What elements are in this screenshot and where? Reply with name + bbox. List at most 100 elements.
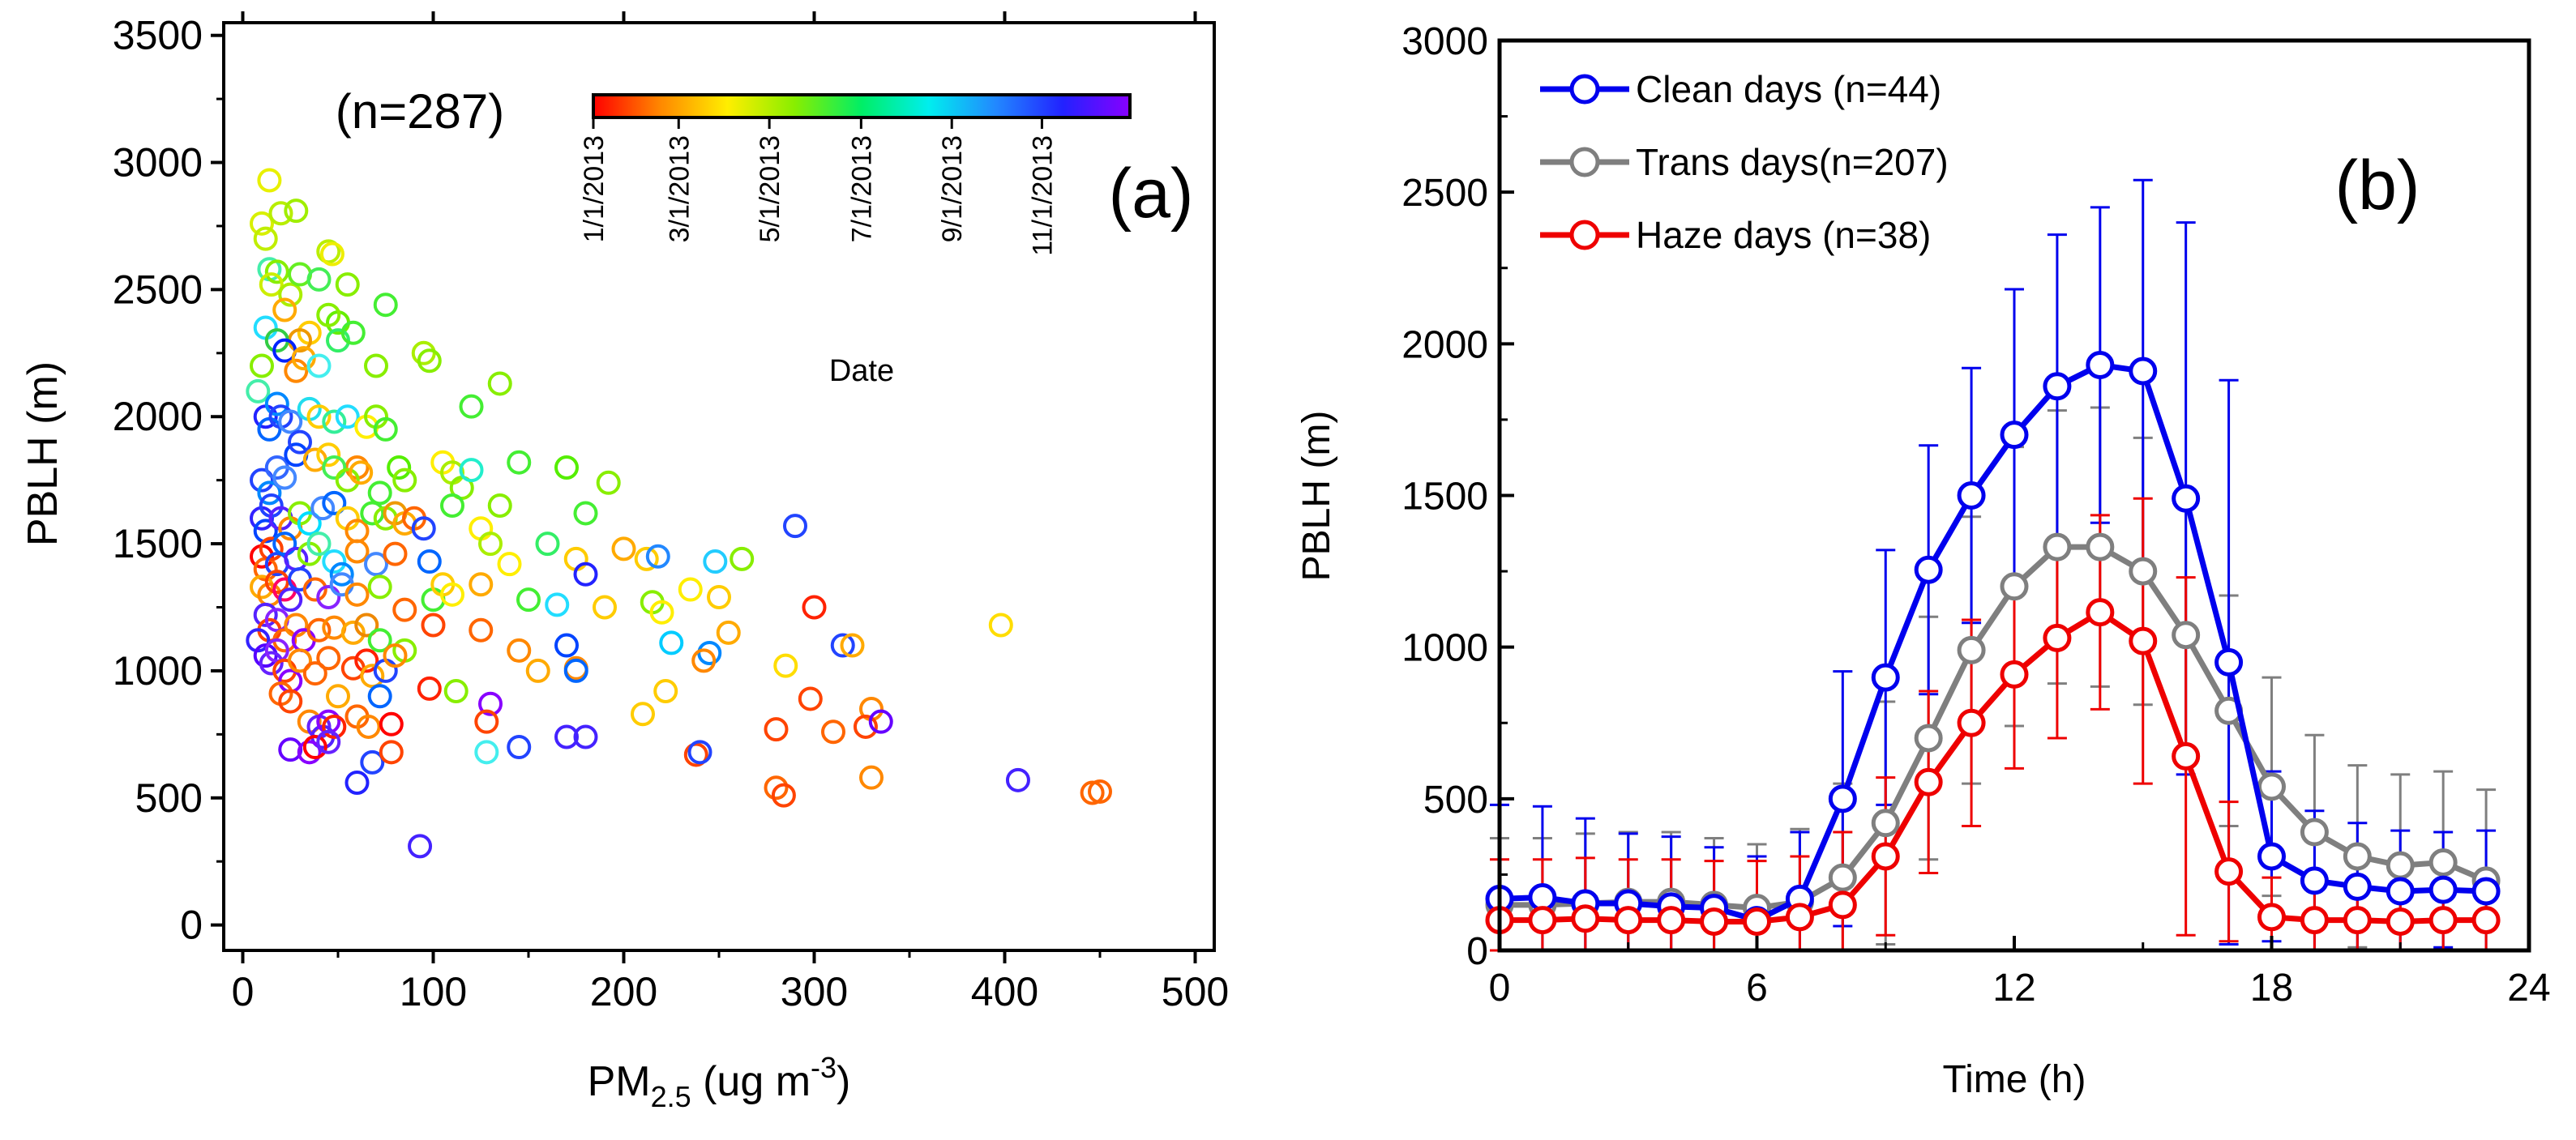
y-tick-label: 1500 (113, 521, 203, 566)
colorbar-tick-label: 1/1/2013 (579, 135, 610, 242)
scatter-point (487, 371, 512, 396)
scatter-point (417, 676, 442, 701)
series-marker (1914, 555, 1943, 584)
scatter-point (707, 584, 731, 609)
panel-a-scatter: 0 500 1000 1500 2000 2500 3000 3500 0 100 200 300 4… (19, 11, 1229, 1113)
series-marker (2257, 903, 2286, 932)
legend-marker (1569, 74, 1600, 105)
y-tick-label: 500 (135, 775, 203, 821)
scatter-point (516, 587, 541, 613)
scatter-point (478, 691, 503, 716)
scatter-point (329, 561, 354, 587)
series-marker (2386, 907, 2415, 936)
scatter-point (653, 679, 678, 704)
y-tick-label: 500 (1423, 779, 1488, 822)
series-marker (2343, 906, 2372, 935)
scatter-point (859, 765, 884, 790)
scatter-point (253, 602, 278, 627)
scatter-point (379, 740, 404, 765)
series-marker (2000, 572, 2029, 601)
scatter-point (469, 572, 494, 597)
scatter-point (250, 353, 274, 378)
scatter-point (259, 272, 284, 297)
scatter-point (278, 587, 303, 613)
scatter-point (573, 561, 598, 587)
scatter-point (278, 737, 303, 762)
colorbar-ticks: 1/1/2013 3/1/2013 5/1/2013 7/1/2013 9/1/2013… (579, 117, 1058, 256)
scatter-point (593, 595, 617, 620)
colorbar-tick-label: 3/1/2013 (664, 135, 695, 242)
scatter-point (596, 470, 621, 495)
scatter-point (344, 582, 370, 607)
scatter-point (443, 679, 469, 704)
scatter-point (259, 536, 284, 561)
scatter-point (349, 460, 374, 485)
series-marker (2428, 848, 2458, 877)
series-marker (2043, 623, 2072, 652)
scatter-point (367, 574, 392, 600)
scatter-point (392, 468, 417, 493)
scatter-point (440, 493, 464, 519)
scatter-point (288, 648, 312, 673)
x-tick-label: 0 (1489, 967, 1511, 1010)
series-marker (1528, 906, 1557, 935)
series-marker (2086, 598, 2115, 627)
colorbar-tick-label: 7/1/2013 (846, 135, 877, 242)
scatter-point (335, 272, 360, 297)
series-marker (1914, 767, 1943, 796)
series-marker (2172, 621, 2201, 650)
scatter-point (840, 633, 865, 658)
scatter-point (272, 532, 297, 557)
scatter-point (634, 546, 659, 571)
scatter-point (278, 282, 303, 307)
scatter-point (326, 684, 350, 709)
scatter-point (316, 442, 341, 468)
scatter-point (288, 429, 312, 455)
scatter-point (306, 267, 332, 292)
scatter-point (487, 493, 512, 519)
scatter-point (316, 239, 341, 264)
scatter-point (497, 552, 522, 577)
scatter-point (264, 570, 289, 595)
scatter-point (573, 724, 598, 749)
scatter-point (297, 510, 322, 536)
scatter-point (257, 480, 282, 506)
panel-a-xlabel: PM2.5 (ug m-3) (588, 1051, 851, 1113)
x-tick-label: 0 (232, 969, 255, 1014)
scatter-point (257, 168, 282, 193)
series-marker (2000, 660, 2029, 689)
series-marker (1871, 663, 1900, 692)
scatter-point (764, 775, 789, 801)
scatter-point (649, 600, 674, 625)
colorbar-tick-label: 9/1/2013 (937, 135, 968, 242)
legend-label: Clean days (n=44) (1636, 68, 1941, 110)
scatter-point (387, 455, 412, 480)
scatter-point (830, 633, 855, 658)
scatter-point (310, 496, 336, 521)
y-tick-label: 0 (180, 903, 203, 948)
scatter-point (773, 653, 798, 678)
scatter-point (264, 391, 289, 416)
series-marker (1785, 903, 1814, 932)
scatter-point (335, 404, 360, 429)
scatter-point (302, 577, 327, 602)
series-marker (2214, 647, 2244, 677)
series-marker (2086, 351, 2115, 380)
scatter-point (306, 532, 332, 557)
scatter-point (272, 465, 297, 490)
scatter-point (367, 480, 392, 506)
scatter-point (1005, 767, 1030, 792)
scatter-point (868, 709, 893, 734)
panel-b-legend: Clean days (n=44) Trans days(n=207) Haze d… (1540, 68, 1949, 256)
panel-a-xlabel-main: PM (588, 1058, 651, 1105)
scatter-point (798, 686, 823, 711)
panel-a-xlabel-unit: (ug m (691, 1058, 811, 1105)
series-marker (2428, 875, 2458, 904)
colorbar-title: Date (829, 354, 894, 388)
x-tick-label: 100 (400, 969, 467, 1014)
scatter-point (344, 770, 370, 795)
scatter-point (474, 740, 499, 765)
scatter-point (340, 620, 366, 645)
scatter-point (730, 546, 755, 571)
series-marker (2300, 818, 2329, 847)
